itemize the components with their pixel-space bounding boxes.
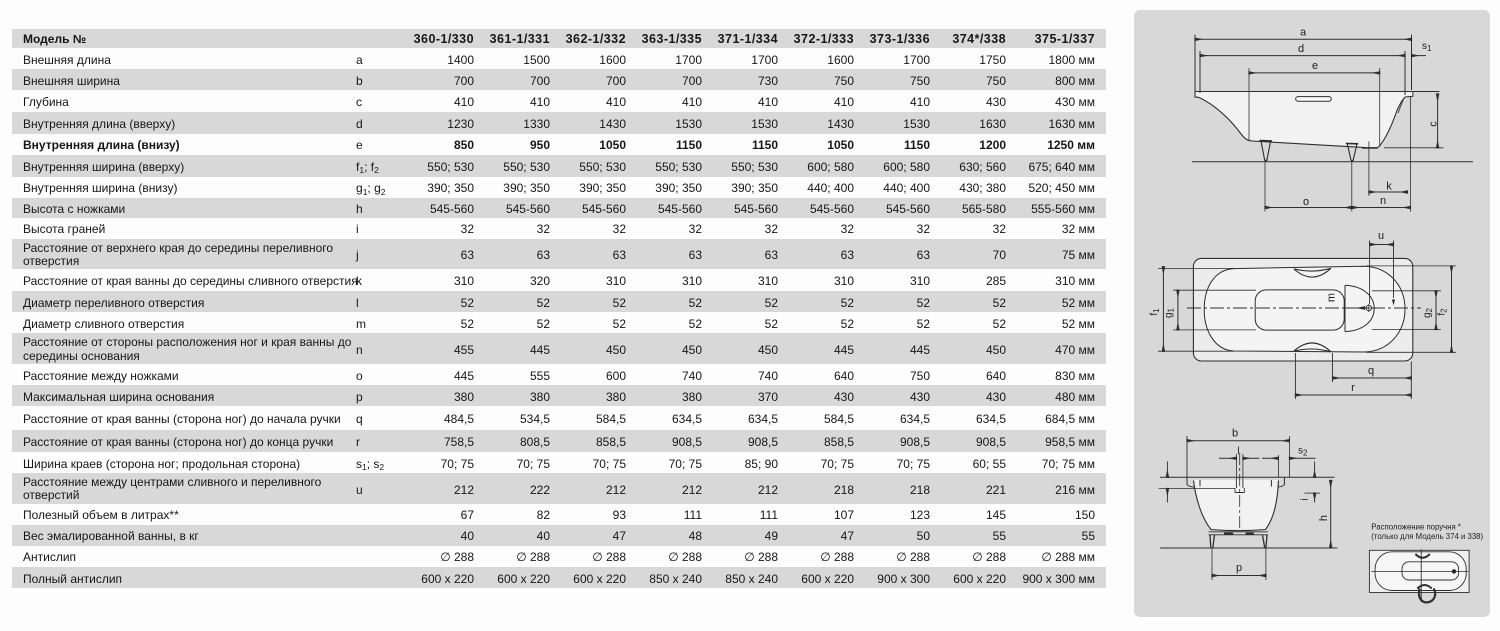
svg-text:k: k <box>1386 181 1392 193</box>
svg-text:f1: f1 <box>1149 308 1161 316</box>
svg-text:a: a <box>1300 27 1307 39</box>
svg-text:g1: g1 <box>1164 307 1176 318</box>
svg-text:s1: s1 <box>1422 41 1432 53</box>
svg-text:q: q <box>1368 365 1374 377</box>
svg-text:p: p <box>1236 562 1242 574</box>
svg-text:d: d <box>1298 43 1304 55</box>
svg-text:b: b <box>1232 428 1238 440</box>
svg-text:e: e <box>1312 60 1318 72</box>
svg-text:o: o <box>1303 196 1309 208</box>
svg-text:n: n <box>1380 195 1386 207</box>
svg-text:c: c <box>1428 121 1440 127</box>
svg-text:s2: s2 <box>1298 446 1308 458</box>
svg-text:Расположение поручня *: Расположение поручня * <box>1371 523 1461 532</box>
svg-text:(только для Модель 374 и 338): (только для Модель 374 и 338) <box>1371 532 1483 541</box>
svg-text:f2: f2 <box>1437 308 1449 316</box>
svg-text:u: u <box>1378 230 1384 242</box>
svg-text:l: l <box>1237 446 1239 457</box>
svg-text:m: m <box>1326 293 1338 302</box>
svg-text:g2: g2 <box>1422 307 1434 318</box>
svg-text:h: h <box>1318 515 1330 521</box>
svg-text:r: r <box>1351 382 1355 394</box>
svg-text:i: i <box>1300 498 1311 500</box>
